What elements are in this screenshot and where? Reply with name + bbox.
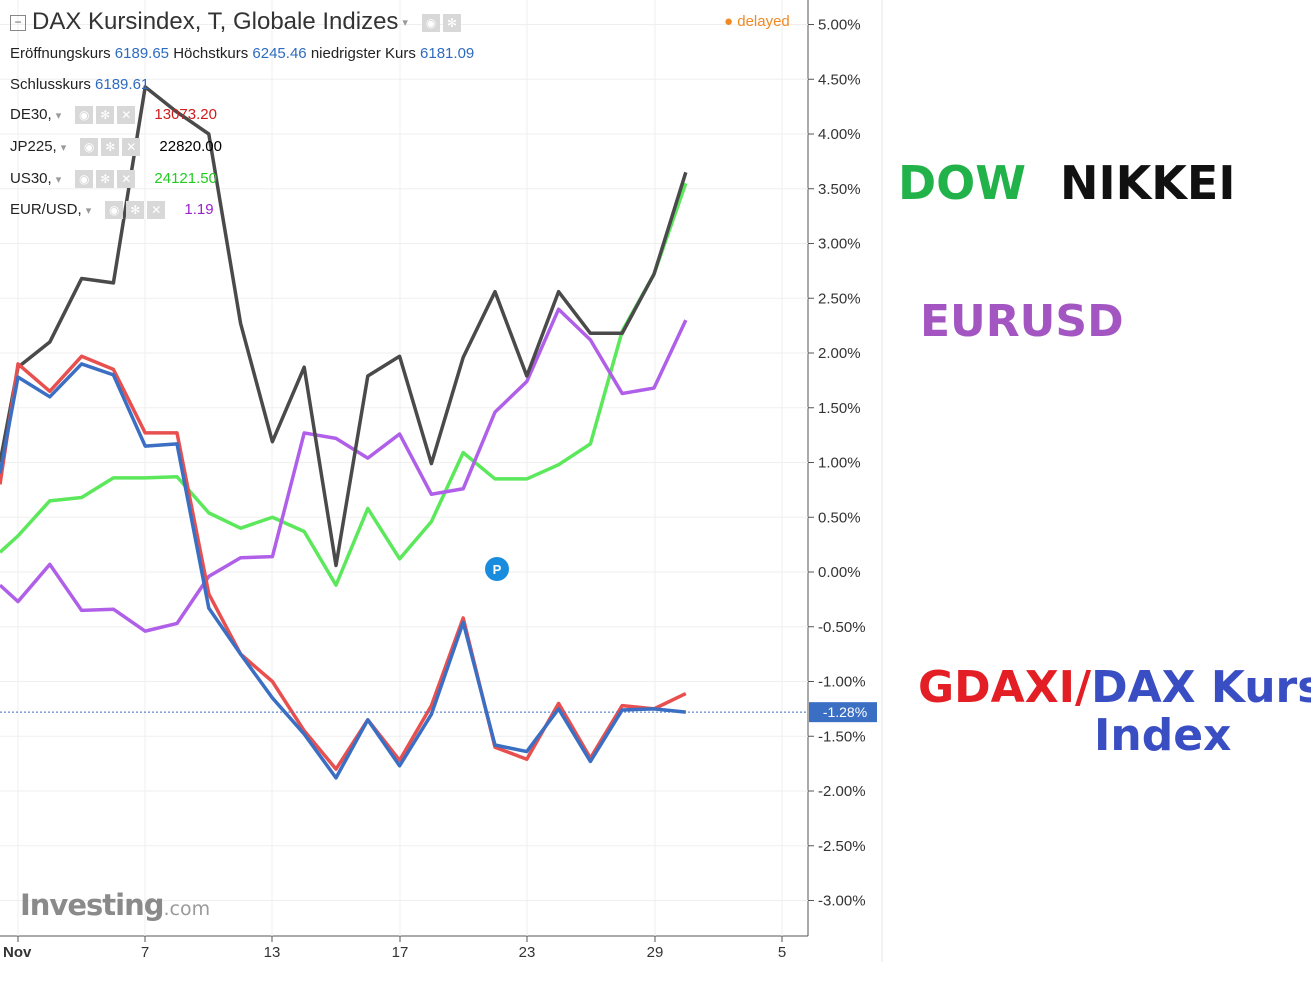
y-tick-label: 1.50% (818, 400, 861, 417)
label-nikkei: NIKKEI (1060, 156, 1236, 210)
title-dropdown-icon[interactable]: ▾ (402, 17, 408, 30)
legend-value: 1.19 (184, 201, 214, 218)
x-tick-label: 7 (141, 944, 149, 961)
y-tick-label: 3.00% (818, 236, 861, 253)
current-value-box (809, 702, 877, 723)
legend-symbol: EUR/USD, (10, 201, 82, 218)
x-tick-label: 17 (392, 944, 409, 961)
chevron-down-icon[interactable]: ▾ (85, 204, 92, 217)
label-gdaxi: GDAXI (918, 662, 1075, 713)
legend-symbol: DE30, (10, 106, 52, 123)
close-label: Schlusskurs (10, 76, 91, 93)
y-tick-label: 1.00% (818, 455, 861, 472)
legend-row-jp225: JP225, ▾ ◉ ✻ ✕ 22820.00 (10, 138, 222, 157)
y-tick-label: -1.50% (818, 728, 866, 745)
legend-value: 24121.50 (154, 170, 217, 187)
gear-icon[interactable]: ✻ (101, 138, 120, 157)
gear-icon[interactable]: ✻ (96, 170, 115, 189)
y-tick-label: 0.50% (818, 509, 861, 526)
open-label: Eröffnungskurs (10, 45, 111, 62)
close-row: Schlusskurs 6189.61 (10, 76, 149, 93)
current-value-label: -1.28% (823, 704, 867, 720)
ohlc-row: Eröffnungskurs 6189.65 Höchstkurs 6245.4… (10, 45, 474, 62)
delayed-indicator: ● delayed (724, 13, 790, 30)
eye-icon[interactable]: ◉ (75, 106, 94, 125)
chevron-down-icon[interactable]: ▾ (60, 141, 67, 154)
gridlines (0, 0, 808, 936)
legend-symbol: JP225, (10, 138, 57, 155)
eye-icon[interactable]: ◉ (421, 13, 440, 32)
gear-icon[interactable]: ✻ (442, 13, 461, 32)
chevron-down-icon[interactable]: ▾ (55, 173, 62, 186)
collapse-icon[interactable]: − (10, 14, 26, 31)
x-tick-label: 13 (264, 944, 281, 961)
legend-row-de30: DE30, ▾ ◉ ✻ ✕ 13073.20 (10, 106, 217, 125)
legend-row-eurusd: EUR/USD, ▾ ◉ ✻ ✕ 1.19 (10, 201, 214, 220)
y-tick-label: -3.00% (818, 893, 866, 910)
logo-suffix: .com (163, 898, 211, 920)
x-axis: Nov 7 13 17 23 29 5 (3, 936, 786, 961)
y-tick-label: 2.00% (818, 345, 861, 362)
label-dow: DOW (898, 156, 1027, 210)
y-tick-label: -0.50% (818, 619, 866, 636)
x-tick-label: 29 (647, 944, 664, 961)
y-tick-label: 0.00% (818, 564, 861, 581)
y-tick-label: 4.00% (818, 126, 861, 143)
logo-main: Investing (20, 888, 164, 922)
label-slash: / (1075, 662, 1092, 713)
delayed-dot-icon: ● (724, 13, 734, 30)
label-dax-kurs: DAX Kurs (1091, 662, 1311, 713)
legend-value: 13073.20 (154, 106, 217, 123)
close-icon[interactable]: ✕ (117, 170, 136, 189)
label-gdaxi-dax: GDAXI/DAX Kurs (918, 662, 1311, 713)
y-axis: 5.00% 4.50% 4.00% 3.50% 3.00% 2.50% 2.00% 1.50%… (808, 17, 866, 910)
y-tick-label: 4.50% (818, 71, 861, 88)
legend-symbol: US30, (10, 170, 52, 187)
high-value: 6245.46 (252, 45, 307, 62)
label-eurusd: EURUSD (920, 296, 1124, 347)
p-marker-label: P (493, 562, 502, 577)
p-marker[interactable] (485, 557, 509, 581)
y-tick-label: 5.00% (818, 17, 861, 34)
eye-icon[interactable]: ◉ (80, 138, 99, 157)
chart-title: DAX Kursindex, T, Globale Indizes (32, 8, 399, 35)
series-line-nikkei (0, 85, 688, 568)
x-tick-label: 5 (778, 944, 786, 961)
chart-title-row: − DAX Kursindex, T, Globale Indizes ▾ ◉ ✻ (10, 8, 464, 36)
legend-value: 22820.00 (159, 138, 222, 155)
legend-row-us30: US30, ▾ ◉ ✻ ✕ 24121.50 (10, 170, 217, 189)
series-line-eurusd (0, 307, 688, 633)
series-line-dax (0, 362, 686, 780)
open-value: 6189.65 (114, 45, 170, 62)
eye-icon[interactable]: ◉ (105, 201, 124, 220)
high-label: Höchstkurs (173, 45, 249, 62)
investing-logo: Investing.com (20, 888, 210, 922)
low-value: 6181.09 (420, 45, 475, 62)
delayed-label: delayed (737, 13, 790, 30)
series-line-gdaxi (0, 354, 687, 771)
close-icon[interactable]: ✕ (117, 106, 136, 125)
y-tick-label: 3.50% (818, 181, 861, 198)
gear-icon[interactable]: ✻ (96, 106, 115, 125)
close-icon[interactable]: ✕ (122, 138, 141, 157)
label-index: Index (1094, 710, 1232, 761)
chevron-down-icon[interactable]: ▾ (55, 109, 62, 122)
x-tick-label: Nov (3, 944, 32, 961)
close-icon[interactable]: ✕ (147, 201, 166, 220)
x-tick-label: 23 (519, 944, 536, 961)
eye-icon[interactable]: ◉ (75, 170, 94, 189)
close-value: 6189.61 (95, 76, 150, 93)
series-line-dow (0, 182, 688, 587)
y-tick-label: 2.50% (818, 290, 861, 307)
y-tick-label: -2.50% (818, 838, 866, 855)
y-tick-label: -1.00% (818, 674, 866, 691)
gear-icon[interactable]: ✻ (126, 201, 145, 220)
series-lines (0, 85, 688, 780)
low-label: niedrigster Kurs (310, 45, 416, 62)
y-tick-label: -2.00% (818, 783, 866, 800)
